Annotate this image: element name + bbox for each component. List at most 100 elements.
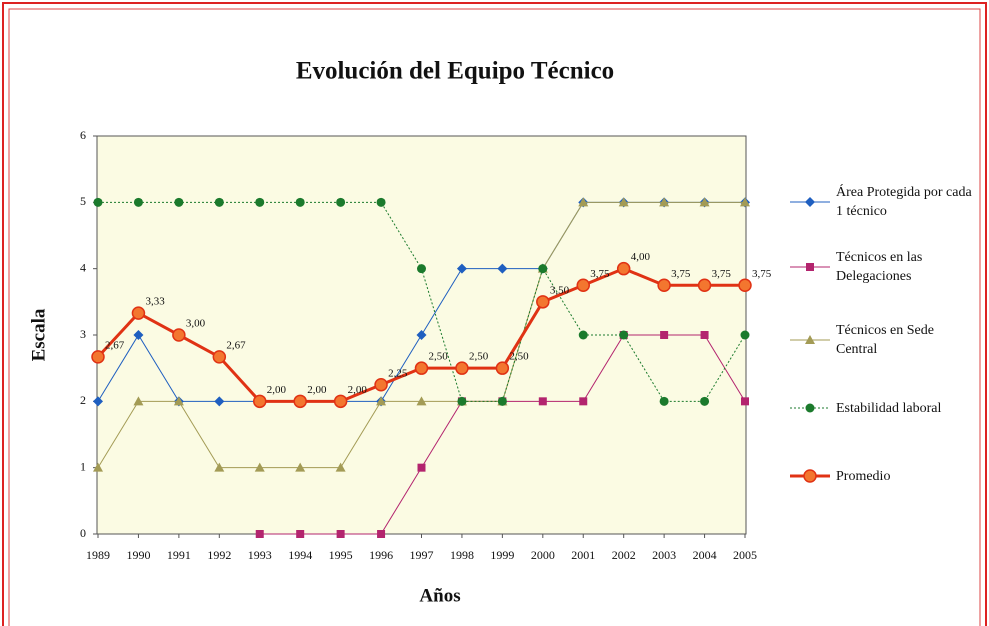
x-tick-label: 1998 (450, 548, 474, 562)
marker (700, 331, 709, 339)
data-label: 2,67 (105, 339, 125, 351)
marker (616, 261, 631, 276)
legend-symbol (790, 263, 830, 271)
marker (133, 197, 143, 207)
marker (657, 278, 671, 292)
data-label: 2,00 (348, 384, 368, 396)
marker (374, 378, 388, 392)
legend-symbol (790, 197, 830, 207)
marker (618, 197, 629, 207)
x-axis-label: Años (419, 585, 460, 606)
data-label: 2,00 (307, 384, 327, 396)
x-tick-label: 1991 (167, 548, 191, 562)
x-tick-label: 1993 (248, 548, 272, 562)
legend-symbol (790, 403, 830, 413)
marker (805, 197, 815, 207)
marker (659, 396, 669, 406)
marker (131, 306, 146, 320)
x-tick-label: 2000 (531, 548, 555, 562)
marker (212, 350, 227, 364)
marker (417, 463, 426, 472)
marker (578, 330, 588, 340)
y-axis-label: Escala (28, 308, 49, 361)
marker (377, 530, 386, 538)
x-tick-label: 2004 (693, 548, 717, 562)
legend-item: Promedio (790, 456, 976, 496)
marker (173, 396, 184, 406)
data-label: 2,00 (267, 384, 287, 396)
legend-label: Técnicos en Sede Central (836, 323, 934, 357)
legend-symbol (790, 469, 830, 483)
marker (333, 394, 348, 409)
marker (455, 361, 469, 375)
marker (93, 462, 103, 472)
legend-label: Técnicos en las Delegaciones (836, 250, 923, 284)
legend-item: Técnicos en Sede Central (790, 320, 976, 360)
y-tick-label: 6 (80, 128, 86, 142)
marker (536, 295, 550, 309)
y-tick-label: 0 (80, 526, 86, 540)
marker (697, 278, 712, 292)
y-tick-label: 2 (80, 393, 86, 407)
marker (93, 197, 103, 207)
y-tick-label: 1 (80, 459, 86, 473)
marker (253, 394, 267, 409)
data-label: 2,50 (429, 351, 449, 363)
y-tick-label: 5 (80, 194, 86, 208)
x-tick-label: 1995 (329, 548, 353, 562)
marker (174, 197, 184, 207)
marker (538, 397, 547, 406)
marker (255, 530, 264, 538)
marker (457, 396, 467, 406)
marker (660, 331, 669, 339)
marker (740, 197, 750, 207)
legend-item: Estabilidad laboral (790, 388, 976, 428)
data-label: 3,75 (752, 268, 772, 280)
marker (806, 263, 814, 271)
marker (659, 197, 670, 207)
data-label: 2,50 (509, 351, 529, 363)
marker (579, 397, 588, 406)
marker (741, 397, 749, 406)
x-tick-label: 2005 (733, 548, 757, 562)
data-label: 3,75 (712, 268, 732, 280)
data-label: 3,75 (590, 268, 610, 280)
data-label: 2,67 (226, 339, 246, 351)
data-label: 2,50 (469, 351, 489, 363)
marker (740, 330, 750, 340)
x-tick-label: 1997 (410, 548, 434, 562)
x-tick-label: 2001 (571, 548, 595, 562)
data-label: 3,50 (550, 284, 570, 296)
marker (255, 197, 265, 207)
marker (699, 197, 710, 207)
marker (335, 462, 346, 472)
marker (254, 462, 265, 472)
marker (497, 396, 507, 406)
x-tick-label: 1990 (126, 548, 150, 562)
marker (376, 197, 386, 207)
marker (495, 361, 510, 375)
data-label: 3,00 (186, 318, 206, 330)
marker (133, 396, 144, 406)
marker (456, 263, 467, 274)
legend-item: Área Protegida por cada 1 técnico (790, 182, 976, 222)
marker (172, 328, 186, 342)
marker (336, 197, 346, 207)
marker (296, 530, 305, 538)
marker (376, 396, 387, 406)
marker (295, 462, 306, 472)
data-label: 2,25 (388, 367, 408, 379)
data-label: 4,00 (631, 251, 651, 263)
marker (805, 403, 815, 413)
marker (214, 197, 224, 207)
marker (805, 335, 815, 344)
marker (93, 396, 103, 407)
marker (91, 350, 105, 364)
marker (336, 530, 345, 538)
chart-title: Evolución del Equipo Técnico (296, 58, 614, 85)
legend-label: Estabilidad laboral (836, 400, 942, 416)
legend-symbol (790, 335, 830, 344)
marker (578, 197, 589, 207)
